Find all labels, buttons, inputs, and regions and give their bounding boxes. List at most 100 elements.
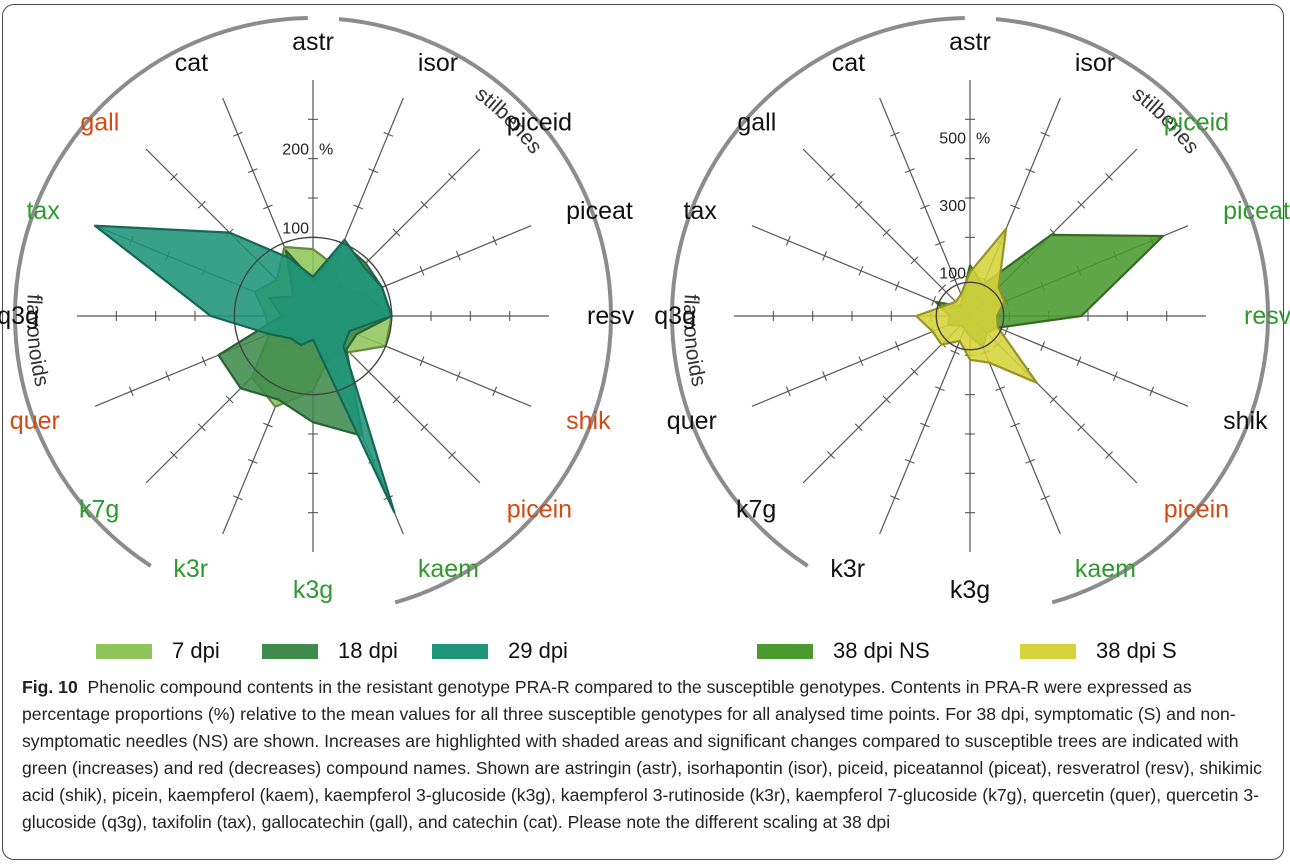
- axis-label-piceat: piceat: [566, 197, 633, 225]
- caption-text: Phenolic compound contents in the resist…: [22, 677, 1262, 832]
- tick-mark: [858, 266, 864, 276]
- tick-mark: [910, 256, 919, 265]
- tick-mark: [128, 386, 134, 397]
- tick-mark: [950, 349, 960, 355]
- legend: 7 dpi 18 dpi 29 dpi 38 dpi NS 38 dpi S: [0, 636, 1290, 666]
- tick-mark: [419, 266, 425, 276]
- tick-mark: [492, 386, 498, 397]
- axis-label-k3g: k3g: [950, 576, 990, 604]
- tick-mark: [920, 204, 930, 210]
- tick-mark: [1025, 168, 1036, 174]
- caption-figure-label: Fig. 10: [22, 677, 78, 697]
- axis-label-cat: cat: [175, 49, 208, 77]
- tick-mark: [170, 173, 178, 181]
- tick-mark: [455, 371, 461, 382]
- tick-mark: [904, 458, 915, 464]
- legend-item-7dpi: 7 dpi: [96, 636, 220, 666]
- unit-label: %: [976, 130, 990, 147]
- tick-mark: [383, 131, 394, 137]
- tick-mark: [201, 356, 207, 366]
- tick-mark: [822, 371, 828, 382]
- tick-mark: [950, 277, 960, 283]
- tick-mark: [854, 200, 863, 209]
- tick-mark: [263, 422, 273, 428]
- tick-mark: [170, 451, 178, 459]
- axis-label-shik: shik: [1223, 407, 1268, 435]
- tick-mark: [1077, 200, 1086, 209]
- tick-mark: [920, 422, 930, 428]
- axis-label-piceat: piceat: [1223, 197, 1290, 225]
- axis-label-resv: resv: [587, 302, 635, 330]
- tick-mark: [785, 235, 791, 246]
- axis-label-isor: isor: [418, 49, 458, 77]
- legend-swatch: [432, 643, 488, 659]
- axis-label-k3r: k3r: [173, 555, 208, 583]
- tick-label: 100: [282, 220, 309, 237]
- unit-label: %: [319, 142, 333, 159]
- axis-label-isor: isor: [1075, 49, 1115, 77]
- axis-label-k7g: k7g: [736, 496, 776, 524]
- tick-label: 300: [939, 198, 966, 215]
- axis-label-astr: astr: [292, 28, 334, 56]
- axis-label-kaem: kaem: [418, 555, 479, 583]
- axis-label-gall: gall: [80, 108, 119, 136]
- tick-mark: [904, 168, 915, 174]
- tick-mark: [392, 395, 401, 404]
- stilbenes-arc: [995, 17, 1270, 605]
- tick-mark: [1105, 173, 1113, 181]
- axis-label-k7g: k7g: [79, 496, 119, 524]
- tick-mark: [785, 386, 791, 397]
- tick-mark: [1105, 451, 1113, 459]
- axis-label-shik: shik: [566, 407, 611, 435]
- tick-mark: [197, 200, 206, 209]
- tick-mark: [420, 423, 429, 432]
- legend-item-18dpi: 18 dpi: [262, 636, 398, 666]
- tick-mark: [882, 228, 891, 237]
- figure-frame: [2, 4, 1284, 860]
- legend-swatch: [757, 643, 813, 659]
- axis-label-k3g: k3g: [293, 576, 333, 604]
- tick-mark: [263, 204, 273, 210]
- axis-label-piceid: piceid: [1164, 108, 1229, 136]
- tick-mark: [827, 451, 835, 459]
- axis-label-gall: gall: [737, 108, 776, 136]
- tick-mark: [247, 458, 258, 464]
- legend-label: 38 dpi S: [1096, 638, 1177, 663]
- axis-label-picein: picein: [1164, 496, 1229, 524]
- tick-mark: [822, 250, 828, 261]
- reference-circle: [935, 281, 1005, 351]
- legend-item-38dpi-ns: 38 dpi NS: [757, 636, 930, 666]
- tick-mark: [353, 204, 363, 210]
- tick-mark: [448, 173, 456, 181]
- axis-label-tax: tax: [26, 197, 60, 225]
- legend-swatch: [1020, 643, 1076, 659]
- legend-item-38dpi-s: 38 dpi S: [1020, 636, 1177, 666]
- legend-label: 38 dpi NS: [833, 638, 930, 663]
- tick-mark: [1077, 423, 1086, 432]
- tick-mark: [197, 423, 206, 432]
- tick-mark: [938, 284, 947, 293]
- tick-mark: [232, 495, 243, 501]
- tick-mark: [889, 495, 900, 501]
- tick-mark: [1025, 458, 1036, 464]
- tick-mark: [225, 395, 234, 404]
- tick-mark: [1040, 341, 1046, 351]
- tick-mark: [165, 371, 171, 382]
- legend-label: 18 dpi: [338, 638, 398, 663]
- tick-mark: [1010, 422, 1020, 428]
- tick-mark: [1112, 371, 1118, 382]
- tick-mark: [419, 356, 425, 366]
- tick-mark: [935, 240, 945, 246]
- tick-mark: [854, 423, 863, 432]
- tick-mark: [889, 131, 900, 137]
- axis-label-cat: cat: [832, 49, 865, 77]
- axis-label-quer: quer: [10, 407, 60, 435]
- axis-label-kaem: kaem: [1075, 555, 1136, 583]
- stilbenes-arc: [338, 17, 613, 605]
- tick-mark: [1040, 131, 1051, 137]
- tick-mark: [1076, 356, 1082, 366]
- series-38-dpi-s: [914, 227, 1038, 384]
- tick-mark: [1003, 326, 1009, 336]
